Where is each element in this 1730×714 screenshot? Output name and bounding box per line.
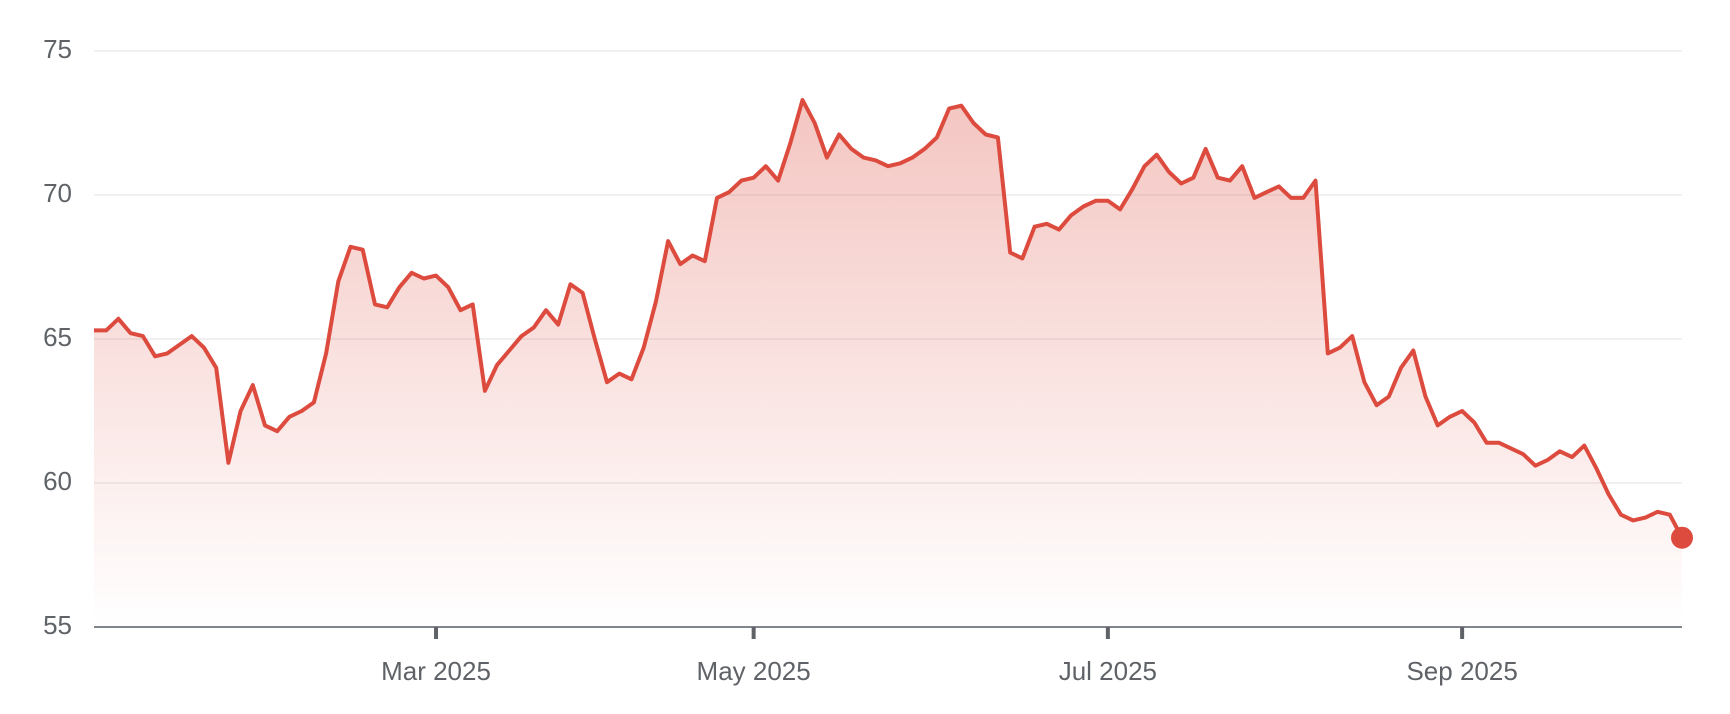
x-tick-label: May 2025	[697, 656, 811, 686]
area	[94, 100, 1682, 627]
y-tick-label: 60	[43, 466, 72, 496]
line	[94, 98, 1684, 539]
x-tick-label: Jul 2025	[1059, 656, 1157, 686]
y-tick-label: 70	[43, 178, 72, 208]
y-tick-label: 65	[43, 322, 72, 352]
y-tick-label: 55	[43, 610, 72, 640]
end-dot	[1671, 526, 1693, 549]
x-tick-label: Sep 2025	[1406, 656, 1517, 686]
y-tick-label: 75	[43, 34, 72, 64]
x-tick-label: Mar 2025	[381, 656, 491, 686]
